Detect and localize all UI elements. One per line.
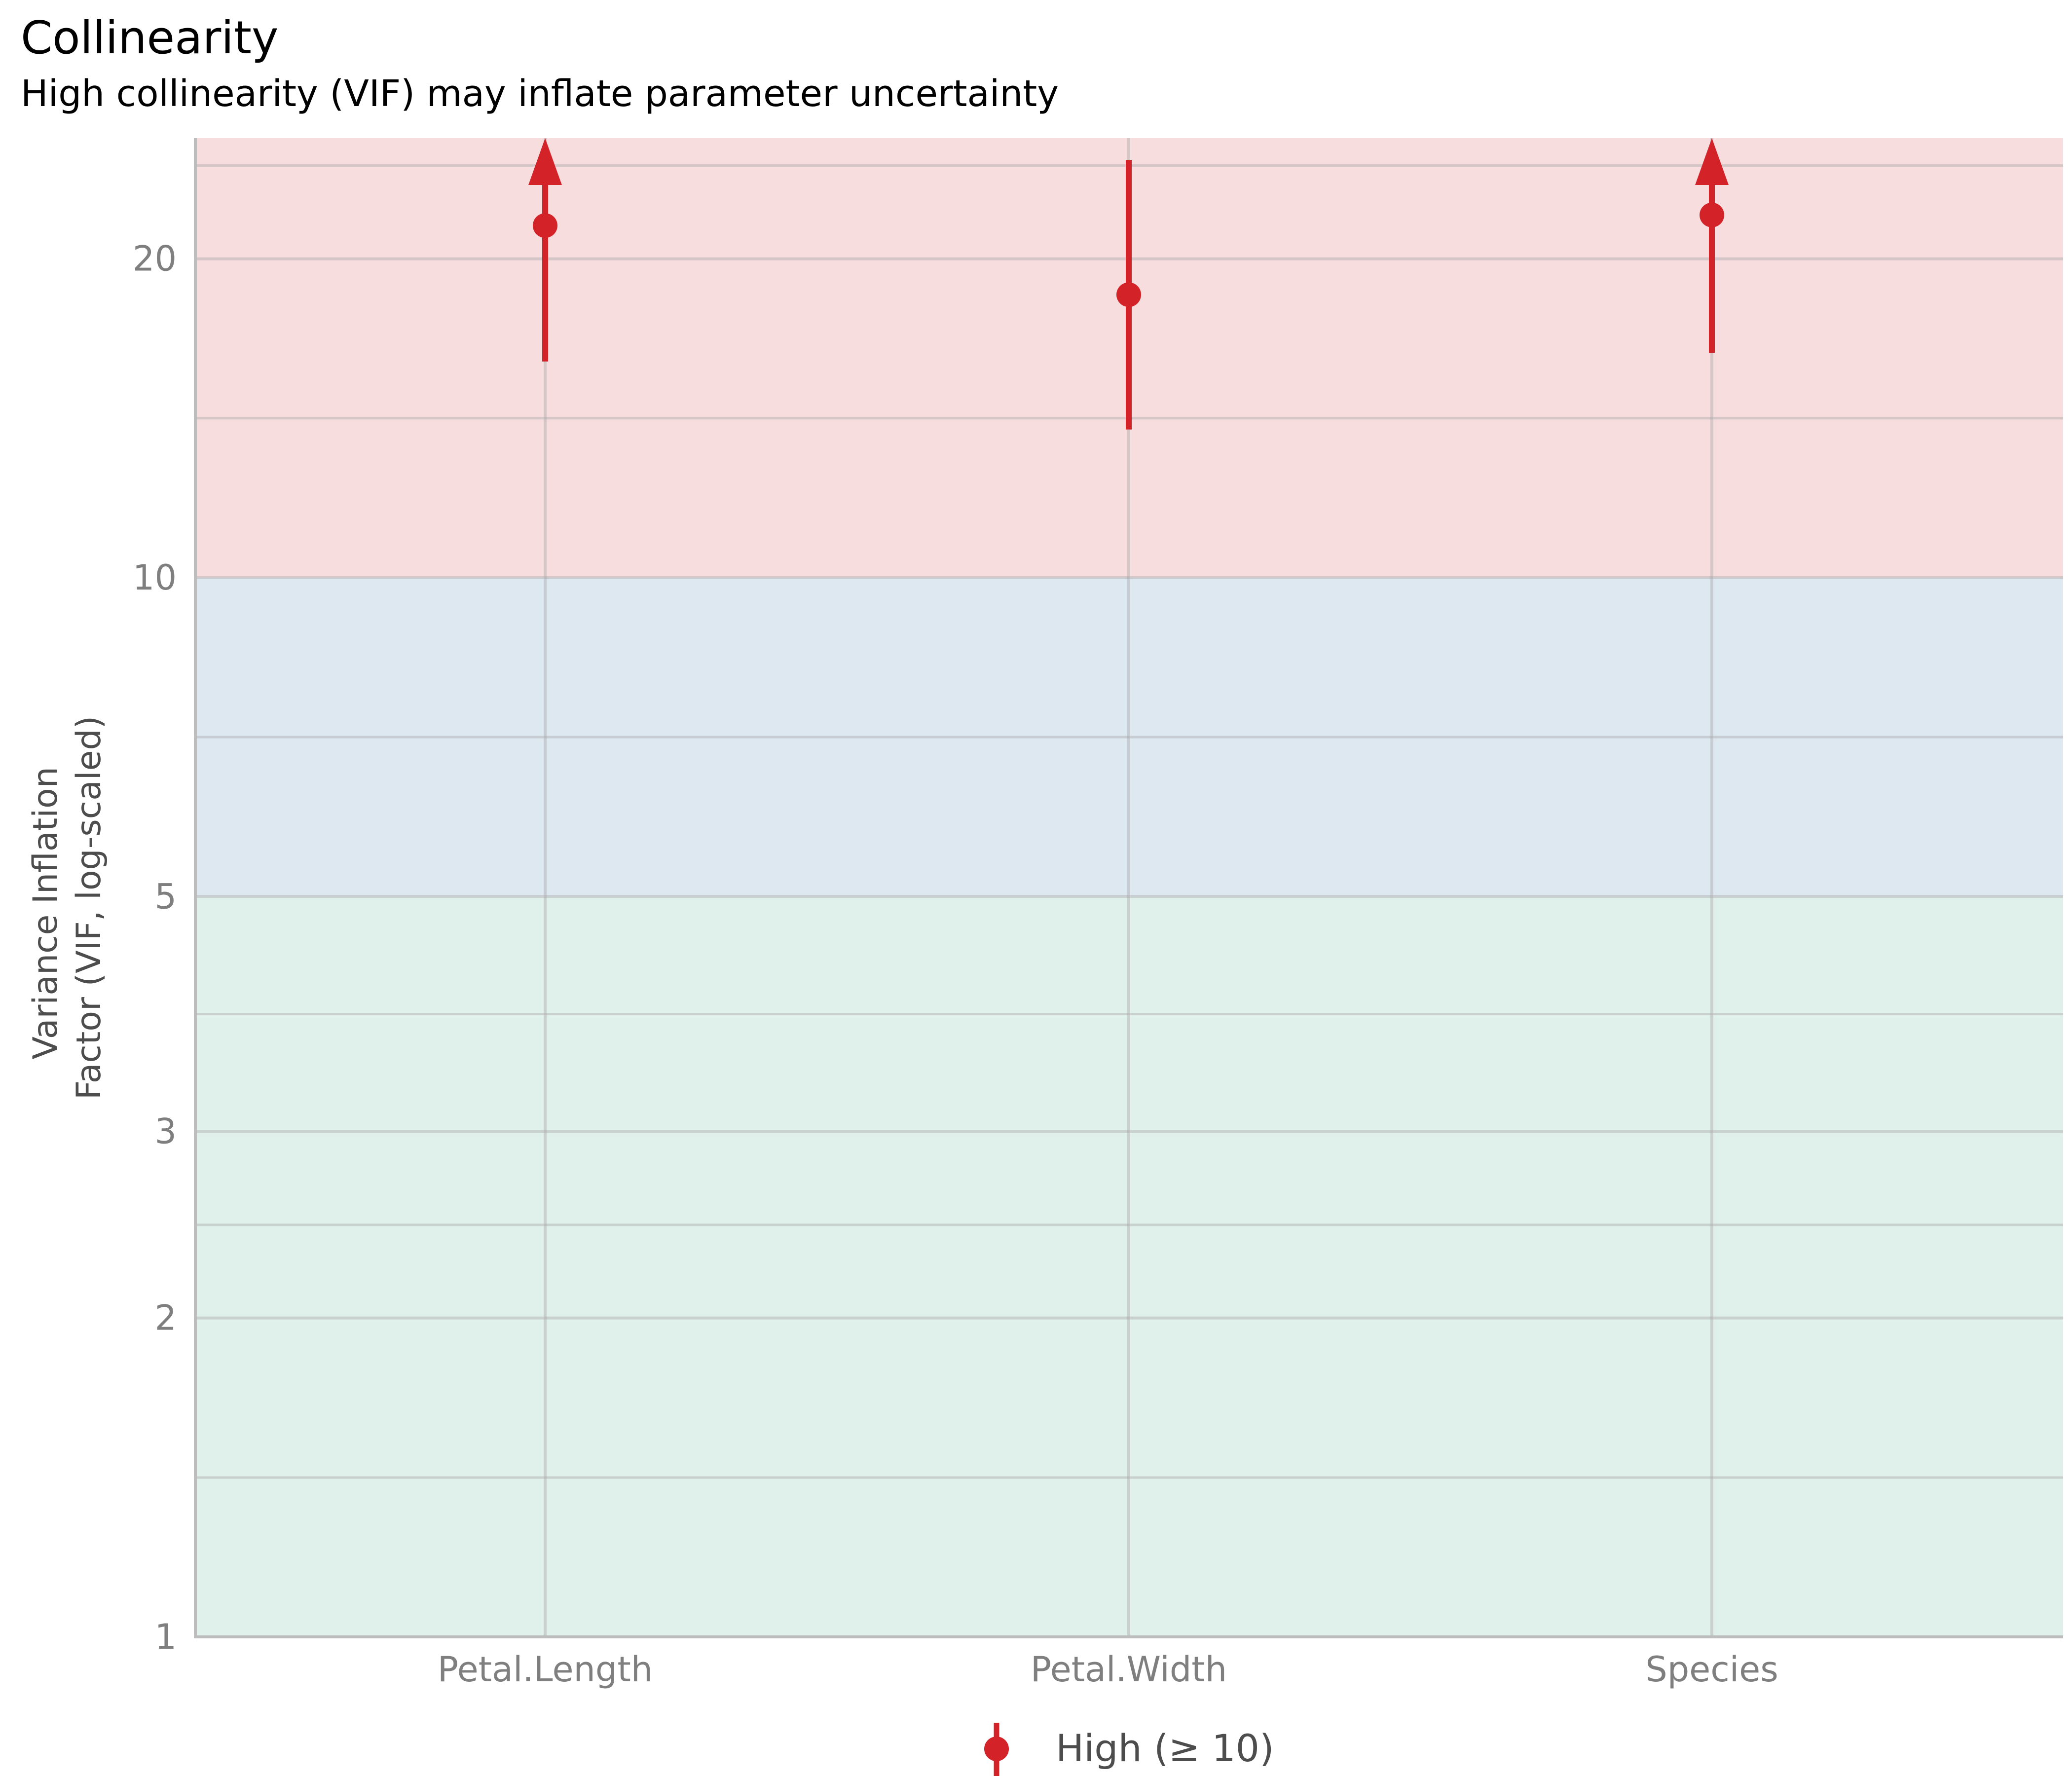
chart-subtitle: High collinearity (VIF) may inflate para… [21,73,1059,115]
vif-point [1700,202,1724,227]
vif-bands [195,138,2063,1637]
y-tick-label: 3 [154,1111,177,1152]
data-marks [528,138,1729,430]
x-tick-labels: Petal.Length Petal.Width Species [438,1649,1778,1690]
x-tick-label: Petal.Width [1031,1649,1227,1690]
legend-point-swatch [984,1737,1009,1761]
chart-title: Collinearity [21,11,278,64]
legend: High (≥ 10) [984,1723,1274,1776]
y-tick-label: 1 [154,1617,177,1657]
y-axis-title-line-1: Variance Inflation [26,767,65,1059]
y-tick-label: 2 [154,1298,177,1338]
vif-point [533,213,557,238]
y-tick-label: 10 [133,557,177,598]
band-0 [195,896,2063,1637]
x-tick-label: Petal.Length [438,1649,653,1690]
vif-point [1116,282,1141,307]
y-tick-label: 5 [154,876,177,917]
gridlines [195,138,2063,1638]
y-tick-label: 20 [133,239,177,279]
x-tick-label: Species [1645,1649,1778,1690]
truncation-arrow [528,138,562,185]
band-1 [195,577,2063,897]
axes [194,138,2063,1638]
y-tick-labels: 1 2 3 5 10 20 [133,239,177,1657]
y-axis-title-line-2: Factor (VIF, log-scaled) [70,716,109,1100]
y-axis-title: Variance Inflation Factor (VIF, log-scal… [26,716,109,1100]
legend-label: High (≥ 10) [1056,1726,1274,1770]
truncation-arrow [1695,138,1729,185]
